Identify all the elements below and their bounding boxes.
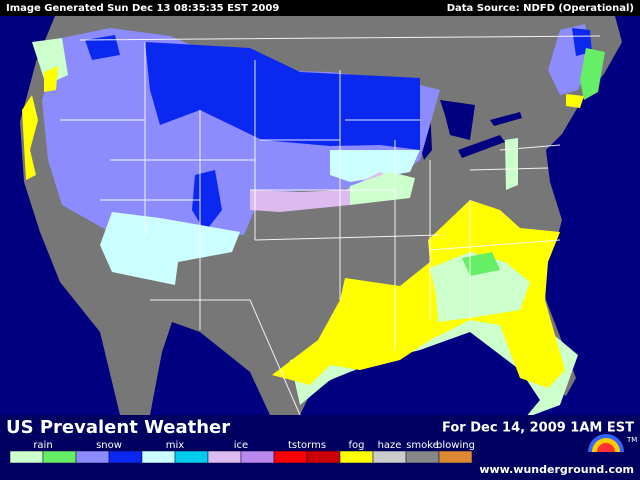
rain-light-region — [32, 38, 68, 85]
lake — [440, 100, 475, 140]
legend-label: blowing — [436, 440, 475, 451]
trademark: TM — [626, 436, 637, 444]
legend-label: ice — [234, 440, 248, 451]
legend-swatch — [42, 450, 77, 464]
legend-swatch — [174, 450, 209, 464]
site-url: www.wunderground.com — [479, 463, 634, 476]
legend-swatch — [207, 450, 242, 464]
rain-light-region — [430, 252, 530, 322]
legend-swatch — [9, 450, 44, 464]
header-bar — [0, 0, 640, 16]
legend-label: mix — [166, 440, 185, 451]
legend-panel — [0, 415, 640, 480]
legend-swatch — [75, 450, 110, 464]
data-source: Data Source: NDFD (Operational) — [447, 3, 634, 14]
fog-region — [272, 200, 565, 388]
lake — [458, 135, 505, 158]
fog-region — [566, 94, 584, 108]
mix-region — [100, 212, 240, 285]
legend-swatch — [108, 450, 143, 464]
ice-region — [250, 172, 395, 212]
legend-swatch — [306, 450, 341, 464]
lake — [490, 112, 522, 126]
legend-swatch — [405, 450, 440, 464]
generated-time: Image Generated Sun Dec 13 08:35:35 EST … — [6, 3, 279, 14]
legend-label: rain — [33, 440, 52, 451]
rain-heavy-region — [462, 252, 500, 276]
legend-label: haze — [378, 440, 402, 451]
legend-swatch — [372, 450, 407, 464]
snow-heavy-region — [85, 35, 120, 60]
rain-heavy-region — [580, 48, 605, 100]
fog-region — [44, 66, 58, 92]
legend-label: smoke — [406, 440, 439, 451]
map-title: US Prevalent Weather — [6, 417, 230, 438]
rain-light-region — [350, 172, 415, 205]
snow-heavy-region — [145, 42, 420, 150]
legend-swatch — [240, 450, 275, 464]
legend-swatch — [141, 450, 176, 464]
fog-region — [22, 95, 38, 180]
legend-swatch — [273, 450, 308, 464]
valid-time: For Dec 14, 2009 1AM EST — [442, 421, 634, 436]
legend-swatch — [339, 450, 374, 464]
legend-swatch — [438, 450, 473, 464]
logo: TM — [588, 434, 637, 452]
legend-label: fog — [349, 440, 365, 451]
legend-label: snow — [96, 440, 122, 451]
state-borders — [60, 35, 601, 416]
rain-light-region — [505, 138, 518, 190]
legend-label: tstorms — [288, 440, 326, 451]
